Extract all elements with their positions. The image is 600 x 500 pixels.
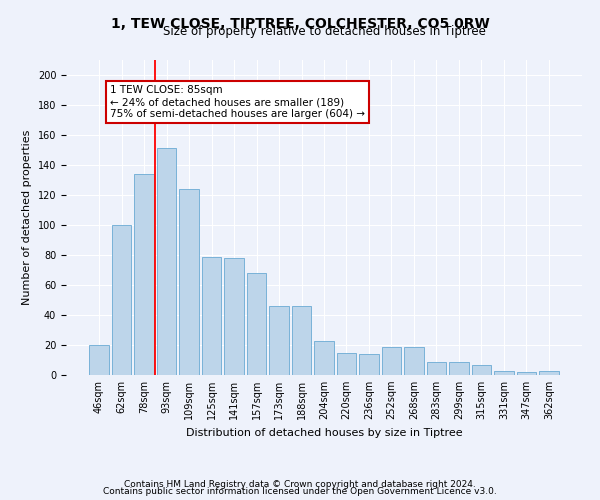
Bar [202, 256, 221, 375]
Bar [89, 345, 109, 375]
Bar [179, 189, 199, 375]
Bar [134, 174, 154, 375]
Text: Contains public sector information licensed under the Open Government Licence v3: Contains public sector information licen… [103, 488, 497, 496]
Bar [472, 364, 491, 375]
Bar [382, 346, 401, 375]
Bar [247, 273, 266, 375]
Bar [112, 225, 131, 375]
Bar [517, 372, 536, 375]
Bar [224, 258, 244, 375]
Bar [427, 362, 446, 375]
X-axis label: Distribution of detached houses by size in Tiptree: Distribution of detached houses by size … [185, 428, 463, 438]
Title: Size of property relative to detached houses in Tiptree: Size of property relative to detached ho… [163, 25, 485, 38]
Bar [494, 370, 514, 375]
Bar [449, 362, 469, 375]
Text: 1 TEW CLOSE: 85sqm
← 24% of detached houses are smaller (189)
75% of semi-detach: 1 TEW CLOSE: 85sqm ← 24% of detached hou… [110, 86, 365, 118]
Bar [292, 306, 311, 375]
Bar [337, 352, 356, 375]
Text: Contains HM Land Registry data © Crown copyright and database right 2024.: Contains HM Land Registry data © Crown c… [124, 480, 476, 489]
Bar [157, 148, 176, 375]
Y-axis label: Number of detached properties: Number of detached properties [22, 130, 32, 305]
Bar [314, 340, 334, 375]
Bar [404, 346, 424, 375]
Text: 1, TEW CLOSE, TIPTREE, COLCHESTER, CO5 0RW: 1, TEW CLOSE, TIPTREE, COLCHESTER, CO5 0… [110, 18, 490, 32]
Bar [359, 354, 379, 375]
Bar [269, 306, 289, 375]
Bar [539, 370, 559, 375]
